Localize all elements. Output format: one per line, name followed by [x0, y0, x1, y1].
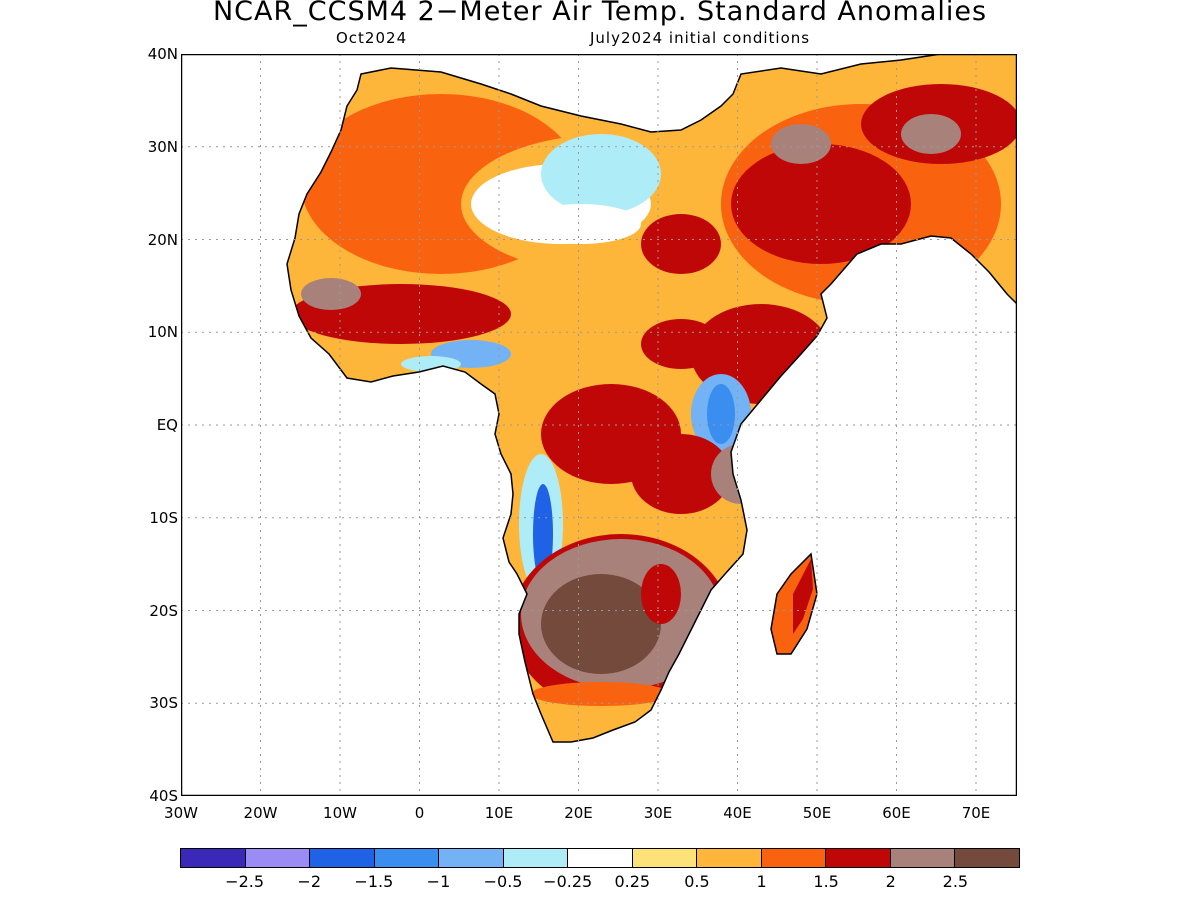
colorbar-swatch: [245, 849, 311, 867]
lat-label: 40N: [147, 45, 178, 63]
lat-label: 30S: [149, 694, 178, 713]
colorbar-swatch: [439, 849, 504, 867]
lon-label: 70E: [961, 804, 991, 822]
colorbar-swatch: [310, 849, 375, 867]
colorbar-label: −1.5: [354, 872, 394, 891]
lon-label: 0: [414, 804, 425, 822]
lat-label: 30N: [147, 137, 178, 156]
colorbar-swatch: [503, 849, 569, 867]
colorbar: [180, 848, 1020, 868]
init-conditions-label: July2024 initial conditions: [590, 29, 811, 47]
colorbar-swatch: [890, 849, 956, 867]
colorbar-swatch: [826, 849, 891, 867]
madagascar: [770, 552, 818, 655]
lon-label: 10W: [323, 804, 357, 822]
lat-label: 40S: [149, 787, 178, 805]
lon-label: 20W: [243, 804, 278, 822]
colorbar-swatch: [697, 849, 762, 867]
colorbar-swatch: [761, 849, 827, 867]
lon-label: 30E: [643, 804, 673, 822]
lon-label: 10E: [484, 804, 514, 822]
valid-month-label: Oct2024: [336, 29, 408, 47]
anomaly-field: [287, 54, 1017, 742]
lat-label: EQ: [156, 416, 178, 434]
colorbar-label: 0.25: [614, 872, 651, 891]
lon-label: 60E: [882, 804, 911, 822]
colorbar-label: 2.5: [942, 872, 969, 891]
colorbar-label: −0.25: [543, 872, 593, 891]
lat-label: 20S: [149, 601, 178, 620]
lon-label: 40E: [723, 804, 752, 822]
colorbar-label: 2: [885, 872, 896, 891]
lon-label: 30W: [164, 804, 198, 822]
colorbar-label: −2: [297, 872, 322, 891]
lat-label: 10N: [147, 323, 178, 342]
colorbar-label: 1.5: [813, 872, 839, 891]
colorbar-label: −2.5: [225, 872, 265, 891]
colorbar-swatch: [955, 849, 1019, 867]
lat-label: 10S: [149, 508, 178, 527]
grid-lines: [181, 54, 1017, 796]
colorbar-swatch: [374, 849, 440, 867]
colorbar-swatch: [568, 849, 633, 867]
lon-label: 50E: [802, 804, 832, 822]
colorbar-label: 0.5: [684, 872, 710, 891]
colorbar-swatch: [632, 849, 698, 867]
lon-label: 20E: [564, 804, 593, 822]
map-panel: [181, 54, 1017, 796]
colorbar-label: 1: [756, 872, 767, 891]
chart-title: NCAR_CCSM4 2−Meter Air Temp. Standard An…: [212, 0, 988, 27]
lat-label: 20N: [147, 230, 178, 249]
colorbar-label: −1: [426, 872, 451, 891]
colorbar-label: −0.5: [483, 872, 523, 891]
colorbar-swatch: [181, 849, 246, 867]
